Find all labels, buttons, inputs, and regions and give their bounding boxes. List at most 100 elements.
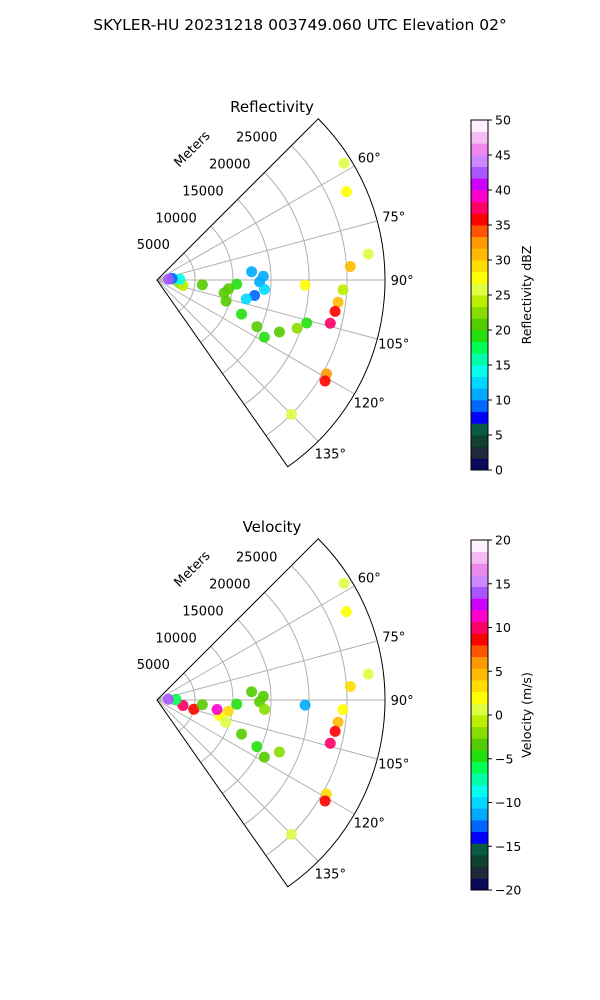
colorbar-swatch bbox=[471, 715, 488, 728]
colorbar-swatch bbox=[471, 656, 488, 669]
colorbar-swatch bbox=[471, 306, 488, 319]
colorbar-swatch bbox=[471, 423, 488, 436]
colorbar-swatch bbox=[471, 831, 488, 844]
echo-point bbox=[337, 704, 349, 716]
range-tick-label: 10000 bbox=[155, 211, 196, 226]
colorbar-swatch bbox=[471, 540, 488, 553]
colorbar-swatch bbox=[471, 166, 488, 179]
echo-point bbox=[196, 279, 208, 291]
colorbar-label: Velocity (m/s) bbox=[519, 672, 534, 758]
azimuth-tick-label: 105° bbox=[378, 757, 409, 772]
echo-point bbox=[246, 686, 258, 698]
azimuth-tick-label: 135° bbox=[315, 447, 346, 462]
colorbar-swatch bbox=[471, 773, 488, 786]
azimuth-gridline bbox=[156, 220, 378, 281]
range-axis-label: Meters bbox=[172, 548, 214, 590]
echo-point bbox=[301, 317, 313, 329]
echo-point bbox=[222, 705, 234, 717]
echo-point bbox=[337, 284, 349, 296]
colorbar-tick-label: 30 bbox=[495, 253, 511, 268]
echo-point bbox=[162, 693, 174, 705]
echo-point bbox=[299, 279, 311, 291]
colorbar-swatch bbox=[471, 458, 488, 471]
colorbar-tick-label: 25 bbox=[495, 288, 511, 303]
echo-point bbox=[273, 326, 285, 338]
echo-point bbox=[332, 296, 344, 308]
range-tick-label: 10000 bbox=[155, 631, 196, 646]
range-tick-label: 15000 bbox=[182, 184, 223, 199]
echo-point bbox=[258, 331, 270, 343]
echo-point bbox=[344, 260, 356, 272]
echo-point bbox=[324, 737, 336, 749]
echo-point bbox=[329, 725, 341, 737]
echo-point bbox=[299, 699, 311, 711]
colorbar-tick-label: 15 bbox=[495, 576, 511, 591]
echo-point bbox=[231, 278, 243, 290]
colorbar-swatch bbox=[471, 621, 488, 634]
echo-point bbox=[340, 186, 352, 198]
colorbar-swatch bbox=[471, 610, 488, 623]
colorbar-tick-label: 0 bbox=[495, 463, 503, 478]
range-ring bbox=[265, 565, 348, 857]
colorbar-swatch bbox=[471, 190, 488, 203]
colorbar-swatch bbox=[471, 131, 488, 144]
azimuth-tick-label: 60° bbox=[358, 151, 381, 166]
echo-point bbox=[259, 703, 271, 715]
colorbar-swatch bbox=[471, 575, 488, 588]
range-ring bbox=[222, 199, 272, 374]
azimuth-tick-label: 120° bbox=[354, 397, 385, 412]
echo-point bbox=[251, 741, 263, 753]
azimuth-gridline bbox=[156, 279, 378, 340]
colorbar-swatch bbox=[471, 785, 488, 798]
colorbar-swatch bbox=[471, 446, 488, 459]
colorbar-swatch bbox=[471, 551, 488, 564]
echo-point bbox=[220, 295, 232, 307]
echo-point bbox=[251, 321, 263, 333]
echo-point bbox=[362, 668, 374, 680]
colorbar-swatch bbox=[471, 295, 488, 308]
colorbar-swatch bbox=[471, 411, 488, 424]
range-ring bbox=[243, 172, 310, 405]
colorbar-swatch bbox=[471, 750, 488, 763]
echo-point bbox=[259, 283, 271, 295]
echo-point bbox=[249, 289, 261, 301]
echo-point bbox=[340, 606, 352, 618]
colorbar-tick-label: 40 bbox=[495, 183, 511, 198]
range-ring bbox=[178, 252, 196, 312]
colorbar-swatch bbox=[471, 376, 488, 389]
sector-frame bbox=[156, 118, 386, 468]
azimuth-tick-label: 120° bbox=[354, 817, 385, 832]
colorbar-swatch bbox=[471, 178, 488, 191]
colorbar-swatch bbox=[471, 248, 488, 261]
azimuth-tick-label: 90° bbox=[391, 274, 414, 289]
azimuth-tick-label: 60° bbox=[358, 571, 381, 586]
colorbar-swatch bbox=[471, 866, 488, 879]
colorbar-tick-label: 15 bbox=[495, 358, 511, 373]
echo-point bbox=[319, 795, 331, 807]
echo-point bbox=[258, 751, 270, 763]
azimuth-gridline bbox=[156, 585, 355, 701]
colorbar-swatch bbox=[471, 120, 488, 133]
colorbar-swatch bbox=[471, 843, 488, 856]
colorbar-swatch bbox=[471, 645, 488, 658]
echo-point bbox=[324, 317, 336, 329]
echo-point bbox=[240, 293, 252, 305]
colorbar-swatch bbox=[471, 586, 488, 599]
azimuth-tick-label: 75° bbox=[382, 211, 405, 226]
colorbar-swatch bbox=[471, 633, 488, 646]
colorbar-swatch bbox=[471, 820, 488, 833]
echo-point bbox=[338, 577, 350, 589]
colorbar-swatch bbox=[471, 563, 488, 576]
range-tick-label: 15000 bbox=[182, 604, 223, 619]
colorbar-tick-label: −20 bbox=[495, 883, 521, 898]
colorbar-swatch bbox=[471, 143, 488, 156]
azimuth-tick-label: 75° bbox=[382, 631, 405, 646]
colorbar-swatch bbox=[471, 388, 488, 401]
colorbar-label: Reflectivity dBZ bbox=[519, 246, 534, 345]
colorbar-tick-label: 5 bbox=[495, 428, 503, 443]
colorbar-swatch bbox=[471, 855, 488, 868]
colorbar-tick-label: 10 bbox=[495, 393, 511, 408]
colorbar-swatch bbox=[471, 271, 488, 284]
colorbar-tick-label: 50 bbox=[495, 113, 511, 128]
